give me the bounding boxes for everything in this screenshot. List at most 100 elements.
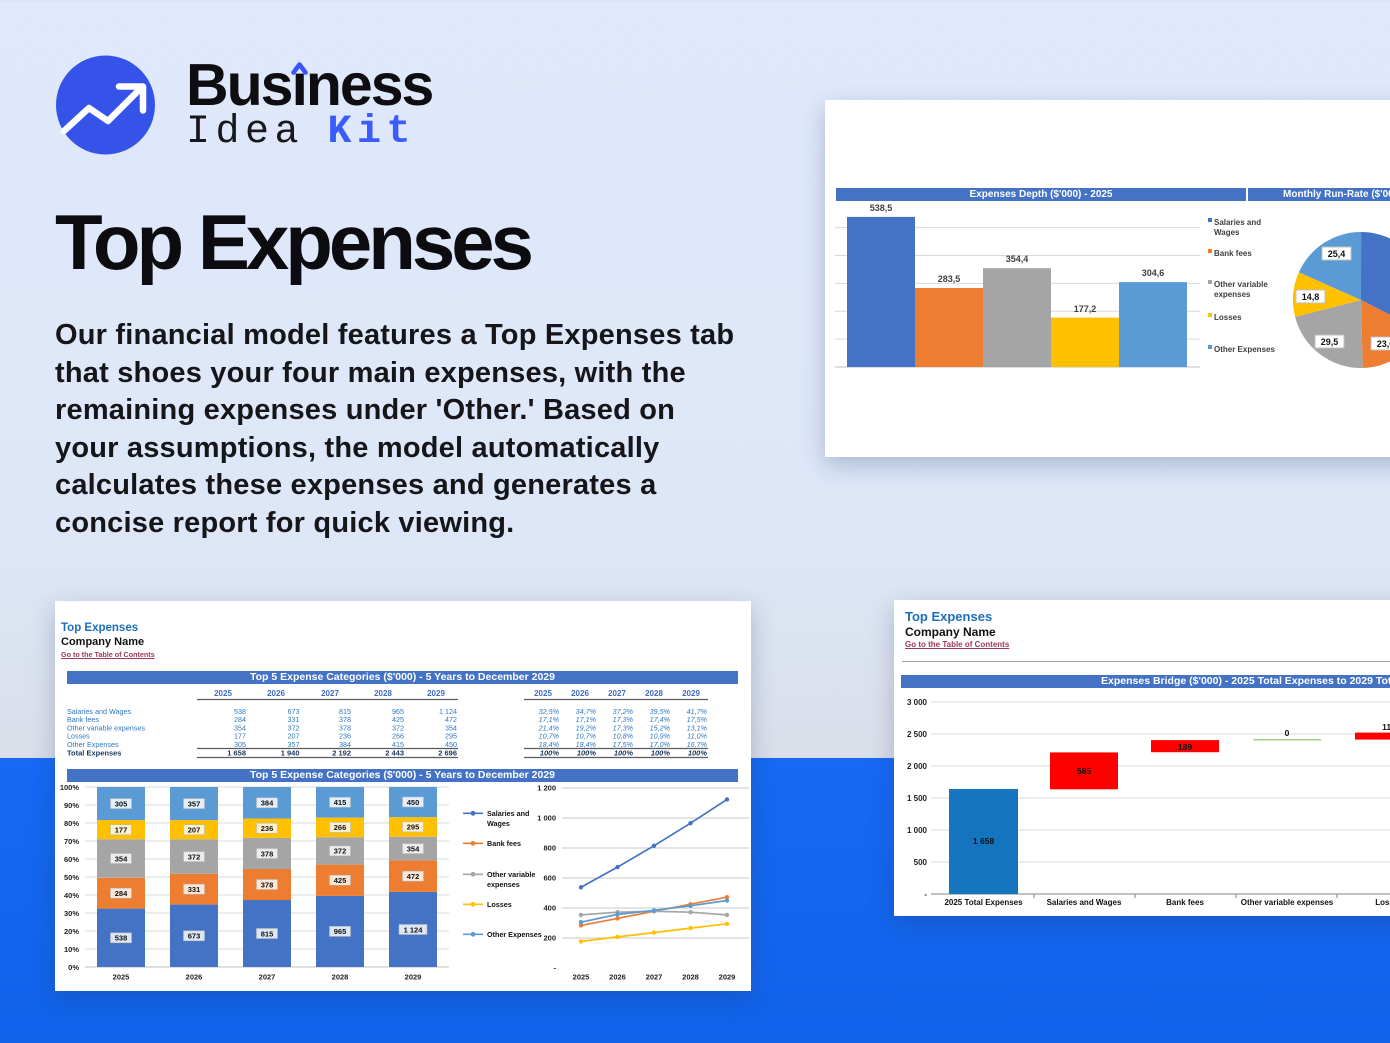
svg-text:2 000: 2 000 — [907, 762, 928, 771]
svg-text:2 696: 2 696 — [438, 749, 457, 758]
svg-text:1 124: 1 124 — [404, 925, 424, 934]
svg-text:357: 357 — [288, 740, 300, 749]
svg-text:295: 295 — [407, 823, 420, 832]
svg-text:189: 189 — [1178, 742, 1192, 752]
svg-text:207: 207 — [188, 826, 201, 835]
svg-text:354: 354 — [445, 723, 457, 732]
svg-text:305: 305 — [115, 799, 128, 808]
svg-text:2029: 2029 — [405, 973, 422, 982]
svg-text:207: 207 — [288, 732, 300, 741]
svg-text:450: 450 — [407, 798, 420, 807]
svg-text:384: 384 — [339, 740, 351, 749]
svg-text:2026: 2026 — [267, 689, 285, 698]
svg-text:266: 266 — [334, 823, 347, 832]
svg-text:378: 378 — [261, 849, 274, 858]
svg-text:354: 354 — [115, 854, 128, 863]
svg-text:37,2%: 37,2% — [613, 707, 634, 716]
svg-text:20%: 20% — [64, 927, 79, 936]
svg-text:372: 372 — [334, 847, 347, 856]
svg-text:2029: 2029 — [719, 973, 736, 982]
svg-text:Other Expenses: Other Expenses — [487, 930, 542, 939]
svg-text:100%: 100% — [614, 749, 634, 758]
svg-text:2026: 2026 — [609, 973, 626, 982]
svg-text:Losses: Losses — [1375, 898, 1390, 907]
svg-text:17,0%: 17,0% — [650, 740, 671, 749]
svg-text:Losses: Losses — [1214, 313, 1242, 322]
svg-text:100%: 100% — [651, 749, 671, 758]
svg-text:415: 415 — [392, 740, 404, 749]
svg-text:1 940: 1 940 — [281, 749, 300, 758]
svg-text:2028: 2028 — [332, 973, 349, 982]
svg-text:2 500: 2 500 — [907, 730, 928, 739]
svg-text:378: 378 — [339, 715, 351, 724]
svg-text:100%: 100% — [540, 749, 560, 758]
svg-text:177,2: 177,2 — [1074, 304, 1097, 314]
svg-text:472: 472 — [445, 715, 457, 724]
svg-text:17,5%: 17,5% — [613, 740, 634, 749]
svg-text:17,1%: 17,1% — [539, 715, 560, 724]
svg-text:673: 673 — [288, 707, 300, 716]
svg-text:Bank fees: Bank fees — [487, 839, 521, 848]
svg-text:29,5: 29,5 — [1321, 337, 1339, 347]
svg-text:200: 200 — [543, 934, 556, 943]
svg-text:236: 236 — [339, 732, 351, 741]
svg-text:3 000: 3 000 — [907, 698, 928, 707]
svg-text:10,7%: 10,7% — [539, 732, 560, 741]
svg-text:354: 354 — [407, 844, 420, 853]
svg-text:16,7%: 16,7% — [687, 740, 708, 749]
svg-text:2025 Total Expenses: 2025 Total Expenses — [944, 898, 1023, 907]
svg-text:-: - — [924, 890, 927, 899]
svg-text:965: 965 — [392, 707, 404, 716]
svg-text:Losses: Losses — [487, 900, 512, 909]
svg-text:18,4%: 18,4% — [576, 740, 597, 749]
svg-text:305: 305 — [234, 740, 246, 749]
svg-text:1 200: 1 200 — [537, 784, 556, 793]
svg-text:Salaries and Wages: Salaries and Wages — [67, 707, 131, 716]
svg-text:10,9%: 10,9% — [650, 732, 671, 741]
svg-text:100%: 100% — [688, 749, 708, 758]
svg-text:2027: 2027 — [608, 689, 626, 698]
svg-text:Bank fees: Bank fees — [1166, 898, 1204, 907]
svg-text:-: - — [554, 964, 557, 973]
svg-text:Other variable: Other variable — [1214, 280, 1268, 289]
svg-text:354,4: 354,4 — [1006, 254, 1029, 264]
svg-text:472: 472 — [407, 872, 420, 881]
svg-text:Other Expenses: Other Expenses — [67, 740, 119, 749]
svg-text:283,5: 283,5 — [938, 274, 961, 284]
svg-text:Salaries and Wages: Salaries and Wages — [1047, 898, 1122, 907]
svg-text:266: 266 — [392, 732, 404, 741]
svg-text:13,1%: 13,1% — [687, 723, 708, 732]
svg-text:21,4%: 21,4% — [538, 723, 560, 732]
svg-text:600: 600 — [543, 874, 556, 883]
svg-text:17,3%: 17,3% — [613, 723, 634, 732]
svg-text:2027: 2027 — [646, 973, 663, 982]
svg-text:2026: 2026 — [571, 689, 589, 698]
svg-text:10,7%: 10,7% — [576, 732, 597, 741]
svg-text:Bank fees: Bank fees — [1214, 249, 1252, 258]
svg-text:378: 378 — [339, 723, 351, 732]
svg-text:Losses: Losses — [67, 732, 90, 741]
svg-text:354: 354 — [234, 723, 246, 732]
svg-text:304,6: 304,6 — [1142, 268, 1165, 278]
svg-text:425: 425 — [392, 715, 404, 724]
svg-text:40%: 40% — [64, 891, 79, 900]
svg-text:Wages: Wages — [487, 819, 510, 828]
svg-text:2029: 2029 — [427, 689, 445, 698]
svg-text:Other variable expenses: Other variable expenses — [1241, 898, 1334, 907]
svg-text:15,2%: 15,2% — [650, 723, 671, 732]
svg-text:2026: 2026 — [186, 973, 203, 982]
svg-text:50%: 50% — [64, 873, 79, 882]
svg-text:expenses: expenses — [487, 880, 520, 889]
svg-text:372: 372 — [392, 723, 404, 732]
svg-text:1 124: 1 124 — [439, 707, 457, 716]
svg-text:100%: 100% — [60, 783, 80, 792]
svg-text:815: 815 — [339, 707, 351, 716]
svg-text:0: 0 — [1285, 728, 1290, 738]
svg-text:295: 295 — [445, 732, 457, 741]
svg-text:2028: 2028 — [682, 973, 699, 982]
svg-text:Salaries and: Salaries and — [487, 809, 529, 818]
svg-text:2028: 2028 — [374, 689, 392, 698]
svg-text:538: 538 — [234, 707, 246, 716]
svg-text:177: 177 — [234, 732, 246, 741]
svg-text:384: 384 — [261, 799, 274, 808]
